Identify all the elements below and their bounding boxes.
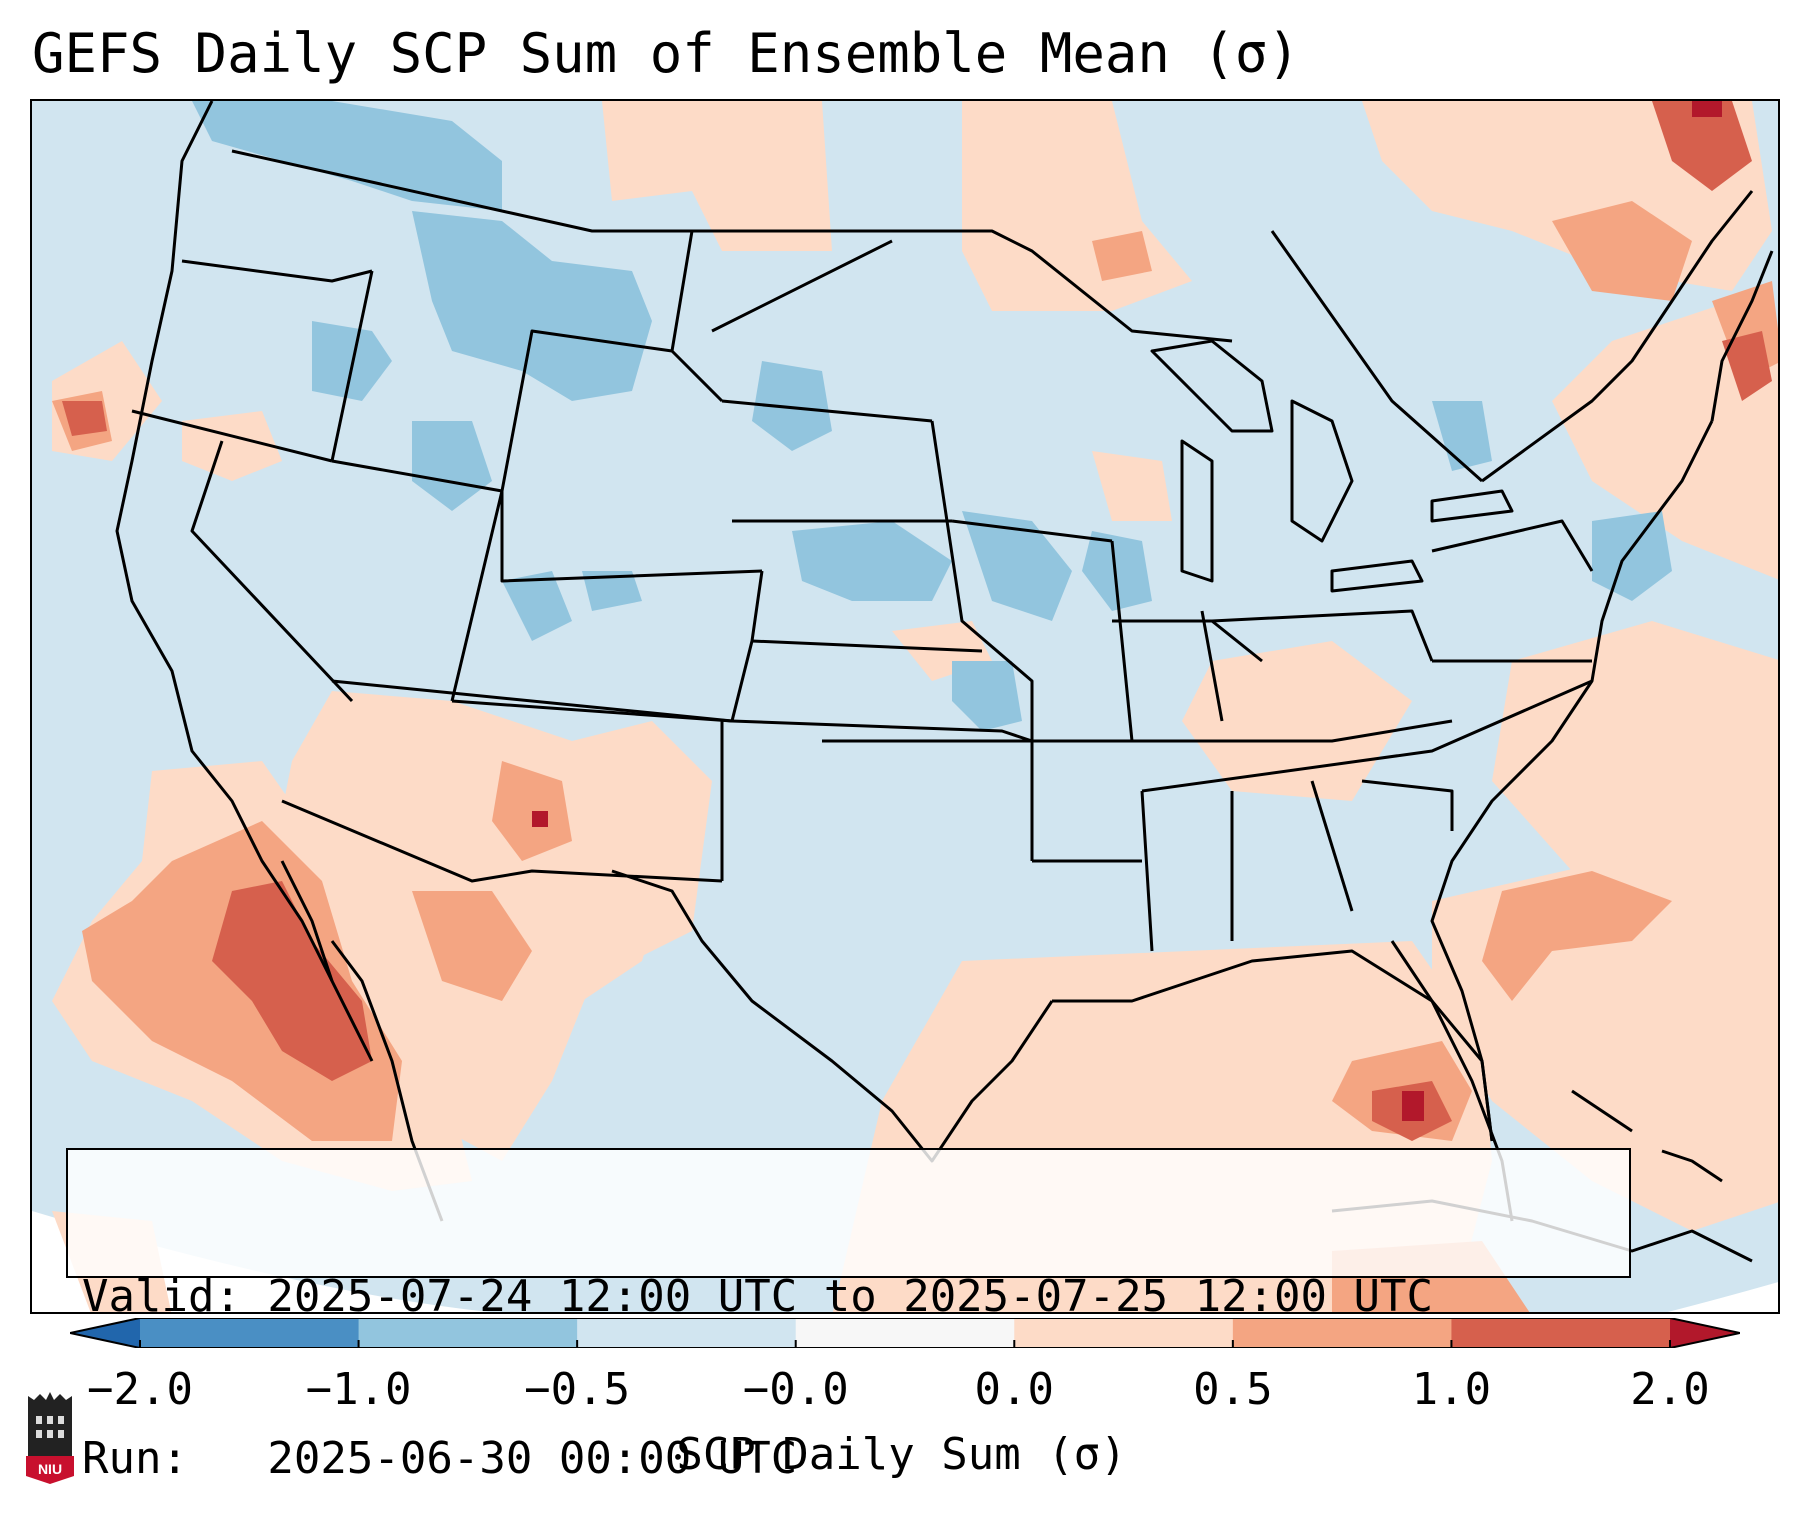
run-time-line: Run: 2025-06-30 00:00 UTC	[82, 1433, 798, 1484]
colorbar-bin	[1232, 1318, 1452, 1348]
colorbar-ticks: −2.0 −1.0 −0.5 −0.0 0.0 0.5 1.0 2.0	[0, 1365, 1803, 1415]
colorbar-extend-under	[70, 1318, 140, 1348]
scp-map	[32, 101, 1778, 1312]
colorbar-bin	[358, 1318, 578, 1348]
map-title: GEFS Daily SCP Sum of Ensemble Mean (σ)	[32, 22, 1300, 85]
colorbar-bin	[1014, 1318, 1234, 1348]
colorbar-bin	[1451, 1318, 1671, 1348]
colorbar-bin	[140, 1318, 360, 1348]
valid-time-line: Valid: 2025-07-24 12:00 UTC to 2025-07-2…	[82, 1271, 1434, 1322]
colorbar-tick-label: 0.5	[1193, 1364, 1273, 1415]
negative-regions	[192, 101, 1672, 731]
boundary-lines	[115, 101, 1774, 1263]
positive-extreme-regions	[532, 101, 1722, 1121]
colorbar-tick-label: 0.0	[974, 1364, 1055, 1415]
colorbar-tick-label: 1.0	[1411, 1364, 1492, 1415]
colorbar-tick-label: 2.0	[1630, 1364, 1710, 1415]
niu-logo-icon: NIU	[26, 1392, 74, 1484]
colorbar-tick-label: −1.0	[305, 1364, 412, 1415]
colorbar-extend-over	[1670, 1318, 1740, 1348]
niu-logo: NIU	[22, 1392, 78, 1484]
colorbar-tick-label: −0.0	[742, 1364, 849, 1415]
valid-run-info-box: Valid: 2025-07-24 12:00 UTC to 2025-07-2…	[66, 1148, 1631, 1484]
colorbar-bin	[795, 1318, 1015, 1348]
colorbar-tick-label: −0.5	[524, 1364, 631, 1415]
colorbar-svg	[69, 1317, 1741, 1349]
projection-edge-right	[1667, 1282, 1778, 1312]
logo-text: NIU	[38, 1461, 62, 1477]
colorbar-tick-label: −2.0	[87, 1364, 193, 1415]
map-panel[interactable]	[30, 99, 1780, 1314]
positive-strong-regions	[62, 101, 1772, 1141]
colorbar-label: SCP Daily Sum (σ)	[676, 1429, 1127, 1480]
colorbar-bin	[577, 1318, 797, 1348]
colorbar	[69, 1317, 1741, 1349]
